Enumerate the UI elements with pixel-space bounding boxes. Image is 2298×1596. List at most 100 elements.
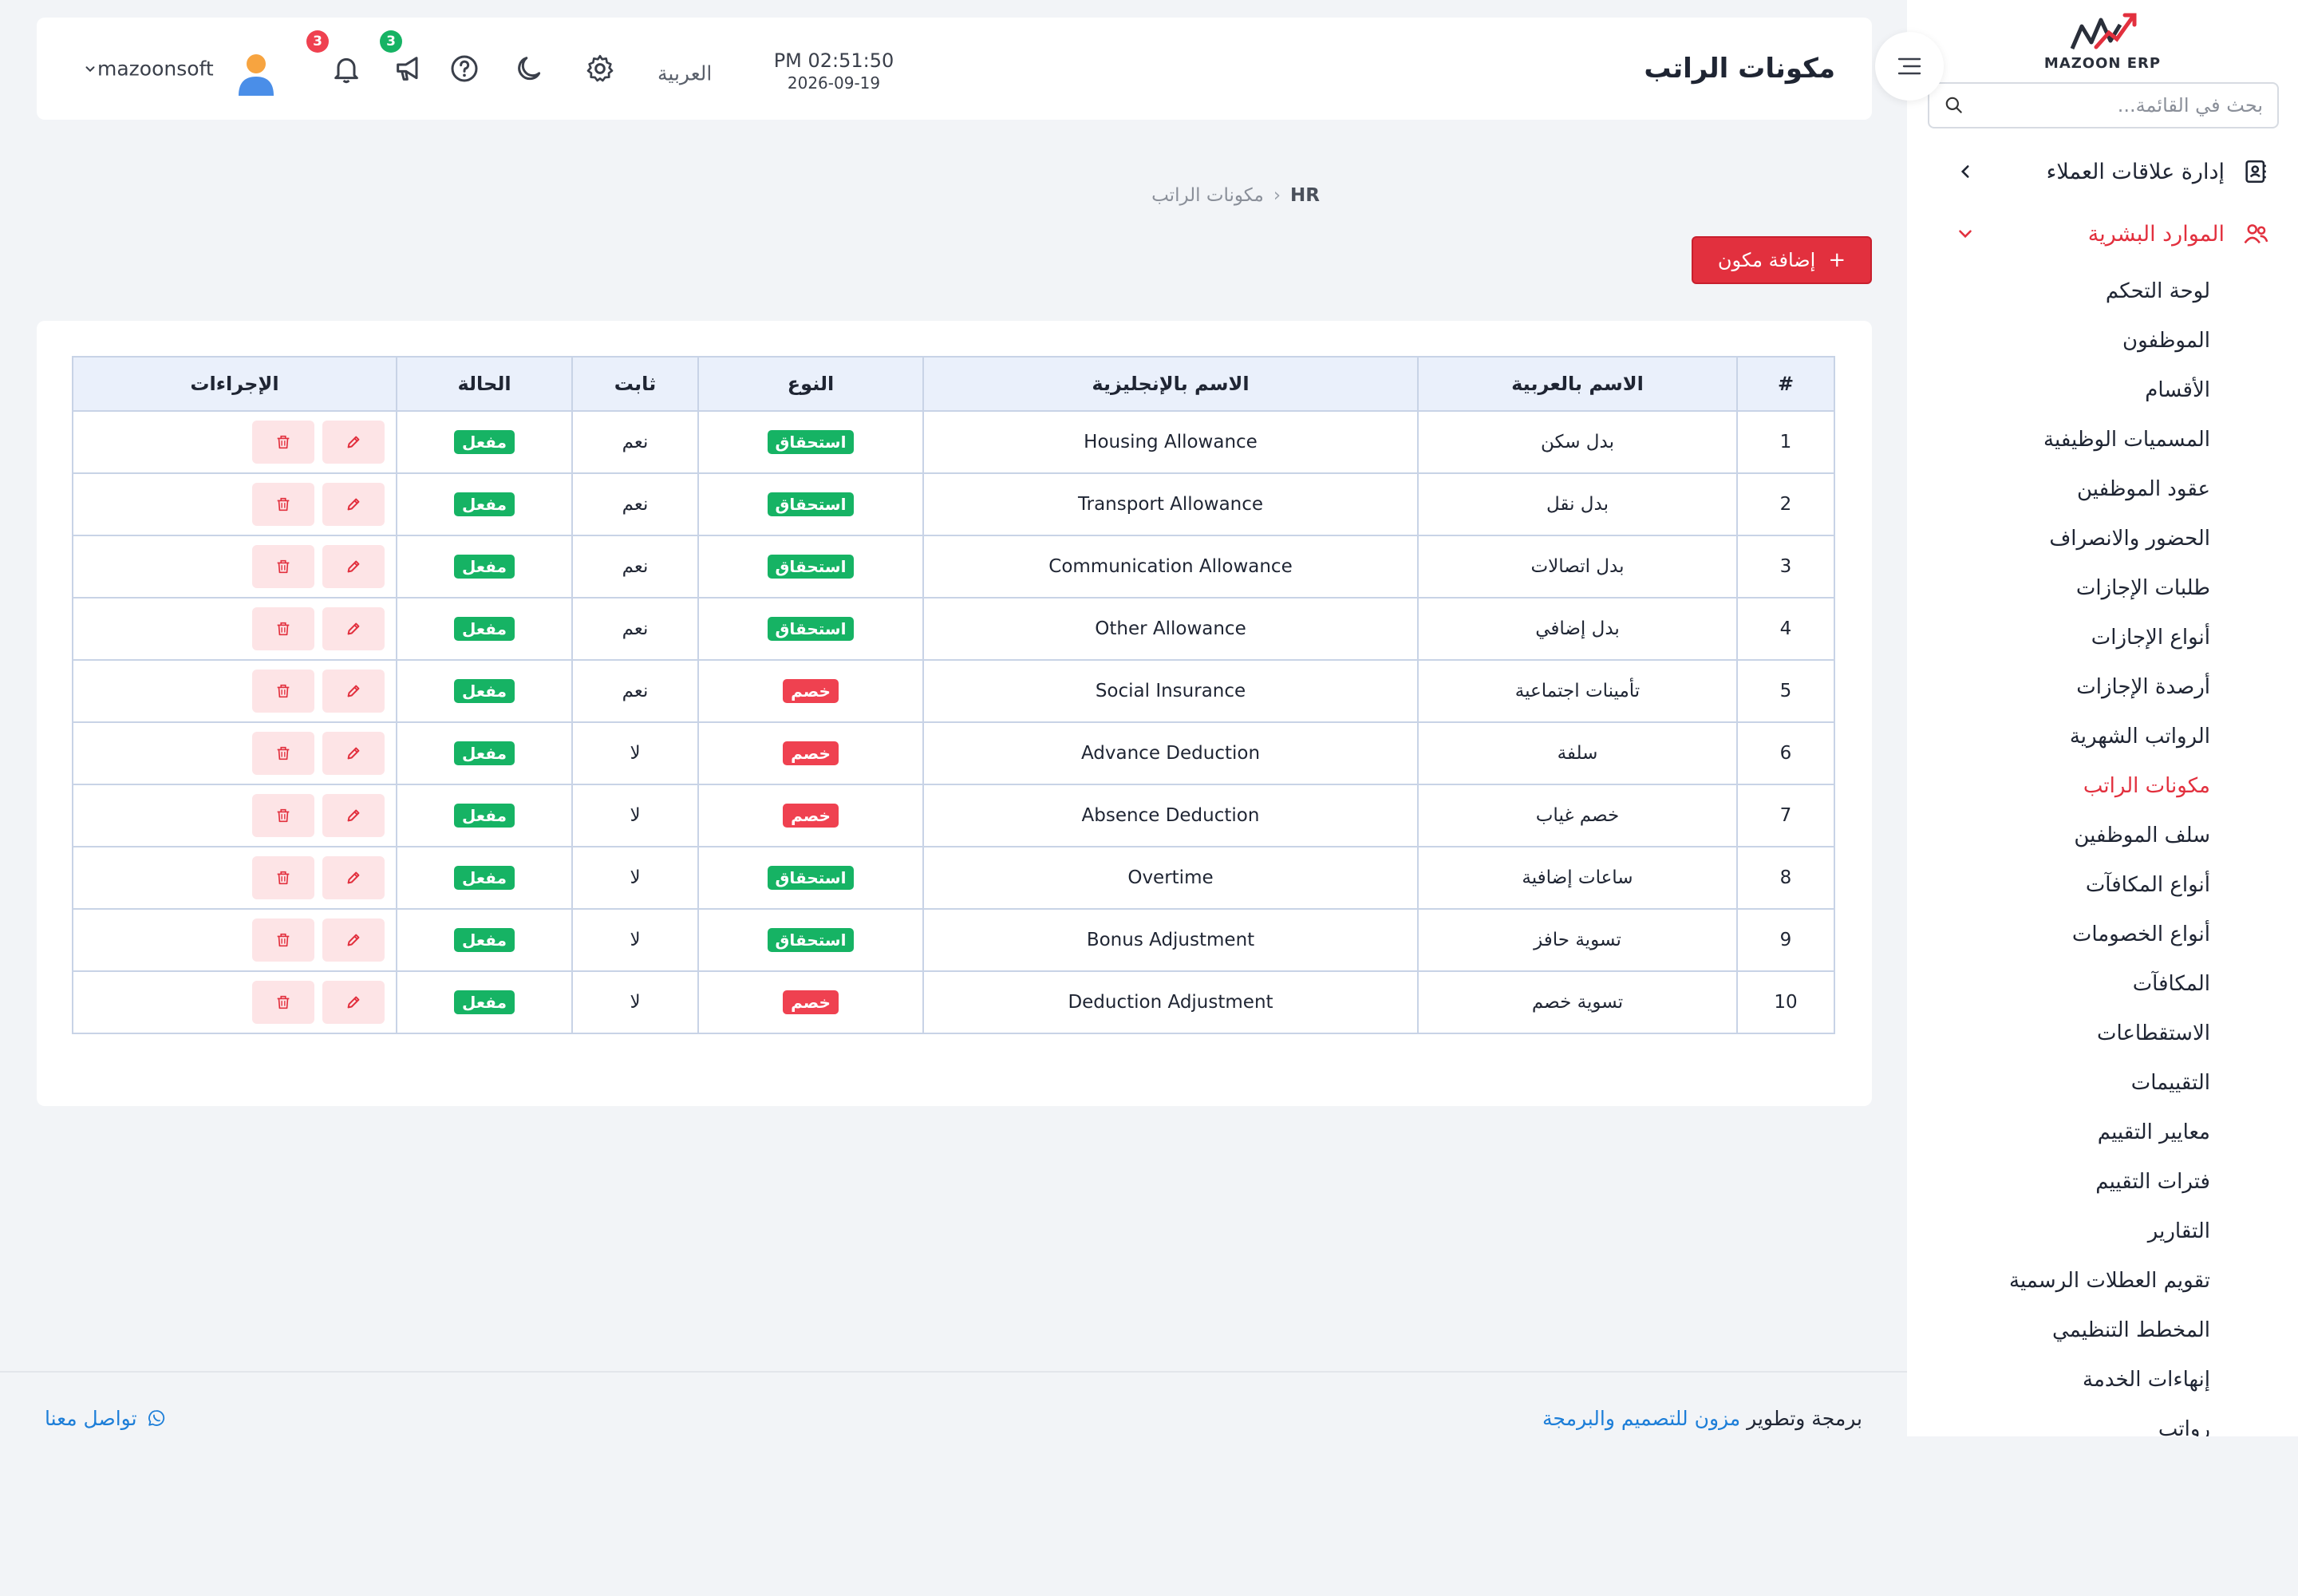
cell-num: 7	[1736, 784, 1835, 847]
edit-button[interactable]	[322, 856, 385, 899]
footer-credit-link[interactable]: مزون للتصميم والبرمجة	[1542, 1406, 1741, 1430]
cell-name-en: Overtime	[922, 846, 1419, 910]
add-component-button[interactable]: + إضافة مكون	[1692, 236, 1872, 284]
sidebar-item-terminations[interactable]: إنهاءات الخدمة	[2083, 1368, 2210, 1392]
edit-button[interactable]	[322, 794, 385, 837]
logo[interactable]: MAZOON ERP	[1907, 0, 2298, 72]
sidebar-item-leave-requests[interactable]: طلبات الإجازات	[2075, 576, 2210, 600]
sidebar-item-evaluation-periods[interactable]: فترات التقييم	[2095, 1170, 2210, 1194]
edit-button[interactable]	[322, 545, 385, 588]
delete-button[interactable]	[252, 545, 314, 588]
cell-type: استحقاق	[697, 535, 924, 598]
megaphone-icon[interactable]	[393, 53, 424, 85]
sidebar-item-org-chart[interactable]: المخطط التنظيمي	[2052, 1318, 2210, 1342]
language-switch[interactable]: العربية	[657, 61, 713, 85]
help-icon[interactable]	[448, 53, 480, 85]
sidebar-item-departments[interactable]: الأقسام	[2145, 378, 2210, 402]
delete-button[interactable]	[252, 732, 314, 775]
cell-status: مفعل	[396, 472, 573, 536]
delete-button[interactable]	[252, 421, 314, 464]
delete-button[interactable]	[252, 670, 314, 713]
salary-components-card: # الاسم بالعربية الاسم بالإنجليزية النوع…	[37, 321, 1872, 1106]
sidebar-item-employee-advances[interactable]: سلف الموظفين	[2074, 824, 2210, 847]
pencil-icon	[347, 560, 360, 573]
sidebar-item-employees[interactable]: الموظفون	[2122, 329, 2210, 353]
sidebar-item-deductions[interactable]: الاستقطاعات	[2097, 1021, 2210, 1045]
announcements-badge: 3	[380, 30, 402, 53]
cell-actions	[72, 846, 397, 910]
sidebar-item-dashboard[interactable]: لوحة التحكم	[2105, 279, 2210, 303]
edit-button[interactable]	[322, 918, 385, 962]
sidebar: MAZOON ERP إدارة علاقات العملاء الم	[1907, 0, 2298, 1436]
sidebar-item-deduction-types[interactable]: أنواع الخصومات	[2071, 922, 2210, 946]
cell-type: استحقاق	[697, 472, 924, 536]
row-actions	[73, 483, 396, 526]
table-row: 10 تسوية خصم Deduction Adjustment خصم لا مفعل	[72, 970, 1835, 1034]
pencil-icon	[347, 996, 360, 1009]
sidebar-item-evaluations[interactable]: التقييمات	[2130, 1071, 2210, 1095]
sidebar-group-crm[interactable]: إدارة علاقات العملاء	[1907, 144, 2298, 200]
row-actions	[73, 856, 396, 899]
cell-name-ar: سلفة	[1417, 721, 1738, 785]
edit-button[interactable]	[322, 483, 385, 526]
breadcrumb-root[interactable]: HR	[1290, 185, 1320, 206]
avatar[interactable]	[236, 51, 276, 97]
row-actions	[73, 794, 396, 837]
sidebar-collapse-button[interactable]	[1875, 32, 1944, 101]
sidebar-item-monthly-payroll[interactable]: الرواتب الشهرية	[2069, 725, 2210, 749]
delete-button[interactable]	[252, 856, 314, 899]
edit-button[interactable]	[322, 981, 385, 1024]
pencil-icon	[347, 809, 360, 822]
sidebar-item-bonus-types[interactable]: أنواع المكافآت	[2085, 873, 2210, 897]
sidebar-search-input[interactable]	[1972, 94, 2263, 117]
edit-button[interactable]	[322, 732, 385, 775]
cell-status: مفعل	[396, 784, 573, 847]
contact-us-link[interactable]: تواصل معنا	[45, 1407, 166, 1430]
sidebar-item-contracts[interactable]: عقود الموظفين	[2076, 477, 2210, 501]
sidebar-item-reports[interactable]: التقارير	[2147, 1219, 2210, 1243]
status-badge: مفعل	[454, 990, 515, 1014]
delete-button[interactable]	[252, 981, 314, 1024]
type-badge: خصم	[783, 679, 839, 703]
cell-fixed: نعم	[571, 410, 699, 474]
delete-button[interactable]	[252, 918, 314, 962]
contact-us-label: تواصل معنا	[45, 1406, 137, 1430]
sidebar-item-leave-balances[interactable]: أرصدة الإجازات	[2076, 675, 2210, 699]
plus-icon: +	[1828, 248, 1846, 272]
sidebar-group-hr[interactable]: الموارد البشرية	[1907, 206, 2298, 262]
sidebar-item-attendance[interactable]: الحضور والانصراف	[2049, 527, 2210, 551]
cell-fixed: لا	[571, 721, 699, 785]
delete-button[interactable]	[252, 483, 314, 526]
edit-button[interactable]	[322, 670, 385, 713]
sidebar-item-bonuses[interactable]: المكافآت	[2132, 972, 2210, 996]
user-menu[interactable]: mazoonsoft	[75, 57, 214, 81]
bell-icon[interactable]	[330, 53, 362, 85]
edit-button[interactable]	[322, 421, 385, 464]
sidebar-item-salaries[interactable]: رواتب	[2158, 1417, 2210, 1436]
cell-num: 5	[1736, 659, 1835, 723]
cell-actions	[72, 721, 397, 785]
cell-type: استحقاق	[697, 410, 924, 474]
moon-icon[interactable]	[514, 53, 546, 85]
cell-type: خصم	[697, 659, 924, 723]
type-badge: استحقاق	[767, 928, 855, 952]
status-badge: مفعل	[454, 617, 515, 641]
cell-name-en: Bonus Adjustment	[922, 908, 1419, 972]
cell-actions	[72, 410, 397, 474]
cell-actions	[72, 908, 397, 972]
sidebar-item-job-titles[interactable]: المسميات الوظيفية	[2043, 428, 2210, 452]
status-badge: مفعل	[454, 679, 515, 703]
sidebar-item-holidays-calendar[interactable]: تقويم العطلات الرسمية	[2009, 1269, 2210, 1293]
delete-button[interactable]	[252, 794, 314, 837]
gear-icon[interactable]	[584, 53, 616, 85]
delete-button[interactable]	[252, 607, 314, 650]
cell-num: 6	[1736, 721, 1835, 785]
sidebar-item-salary-components[interactable]: مكونات الراتب	[2083, 774, 2210, 798]
edit-button[interactable]	[322, 607, 385, 650]
add-component-label: إضافة مكون	[1717, 249, 1816, 271]
sidebar-item-evaluation-criteria[interactable]: معايير التقييم	[2097, 1120, 2210, 1144]
cell-status: مفعل	[396, 597, 573, 661]
sidebar-item-leave-types[interactable]: أنواع الإجازات	[2091, 626, 2210, 650]
salary-components-table: # الاسم بالعربية الاسم بالإنجليزية النوع…	[72, 356, 1835, 1034]
status-badge: مفعل	[454, 492, 515, 516]
